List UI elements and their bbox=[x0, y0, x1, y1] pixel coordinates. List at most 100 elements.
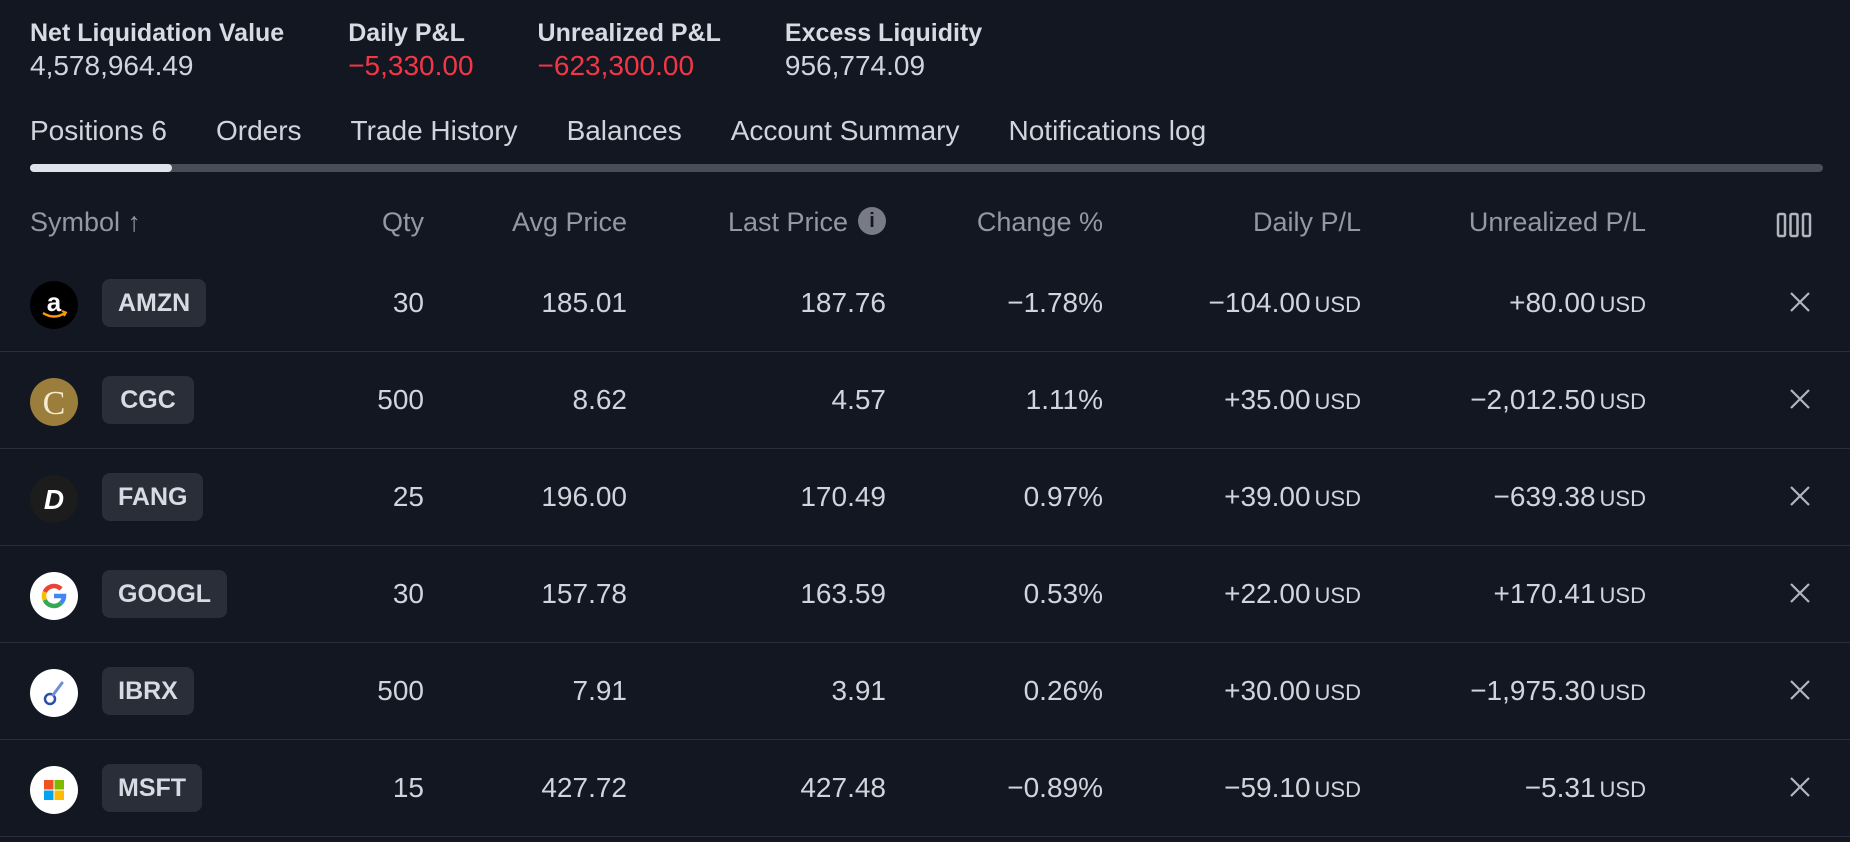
active-tab-indicator bbox=[30, 164, 172, 172]
currency-label: USD bbox=[1314, 292, 1361, 317]
symbol-badge[interactable]: MSFT bbox=[102, 764, 203, 812]
avg-price-cell: 7.91 bbox=[572, 675, 628, 706]
column-header-avg-price[interactable]: Avg Price bbox=[511, 207, 627, 237]
symbol-badge[interactable]: FANG bbox=[102, 473, 204, 521]
daily-pl-value: −59.10 bbox=[1224, 772, 1311, 803]
qty-cell: 15 bbox=[392, 772, 424, 803]
tab-scroll-track[interactable] bbox=[30, 164, 1823, 172]
canopy-growth-logo-letter: C bbox=[43, 385, 66, 422]
unrealized-pl-cell: −639.38 USD bbox=[1380, 449, 1646, 547]
tab-balances[interactable]: Balances bbox=[566, 115, 682, 146]
column-header-symbol[interactable]: Symbol ↑ bbox=[30, 207, 142, 237]
diamondback-logo-letter: D bbox=[44, 484, 64, 515]
table-row[interactable]: MSFT 15 427.72 427.48 −0.89% −59.10 USD −… bbox=[0, 740, 1850, 837]
unrealized-pl-value: +80.00 bbox=[1509, 287, 1596, 318]
table-row[interactable]: IBRX 500 7.91 3.91 0.26% +30.00 USD −1,97… bbox=[0, 643, 1850, 740]
symbol-badge[interactable]: IBRX bbox=[102, 667, 194, 715]
last-price-cell: 427.48 bbox=[800, 772, 886, 803]
daily-pl-value: +22.00 bbox=[1224, 578, 1311, 609]
avg-price-cell: 157.78 bbox=[541, 578, 627, 609]
tab-account-summary[interactable]: Account Summary bbox=[730, 115, 960, 146]
net-liquidation-label: Net Liquidation Value bbox=[30, 19, 285, 47]
unrealized-pnl-label: Unrealized P&L bbox=[537, 19, 721, 47]
qty-cell: 500 bbox=[377, 675, 424, 706]
diamondback-logo-icon: D bbox=[30, 475, 78, 523]
daily-pl-cell: +39.00 USD bbox=[1100, 449, 1361, 547]
daily-pl-value: +30.00 bbox=[1224, 675, 1311, 706]
daily-pl-cell: +30.00 USD bbox=[1100, 643, 1361, 741]
close-position-icon[interactable] bbox=[1786, 579, 1814, 607]
excess-liquidity-value: 956,774.09 bbox=[784, 50, 926, 81]
net-liquidation-value: 4,578,964.49 bbox=[30, 50, 194, 81]
close-position-icon[interactable] bbox=[1786, 676, 1814, 704]
qty-cell: 30 bbox=[392, 287, 424, 318]
symbol-badge[interactable]: CGC bbox=[102, 376, 194, 424]
daily-pl-value: +39.00 bbox=[1224, 481, 1311, 512]
qty-cell: 25 bbox=[392, 481, 424, 512]
daily-pnl-value: −5,330.00 bbox=[348, 50, 474, 81]
daily-pnl-label: Daily P&L bbox=[348, 19, 465, 47]
unrealized-pl-value: −2,012.50 bbox=[1470, 384, 1596, 415]
column-header-daily-pl[interactable]: Daily P/L bbox=[1252, 207, 1361, 237]
qty-cell: 30 bbox=[392, 578, 424, 609]
currency-label: USD bbox=[1599, 389, 1646, 414]
account-summary-bar: Net Liquidation Value 4,578,964.49 Daily… bbox=[30, 18, 1046, 84]
currency-label: USD bbox=[1314, 777, 1361, 802]
immunitybio-logo-icon bbox=[30, 669, 78, 717]
positions-table-body: a AMZN 30 185.01 187.76 −1.78% −104.00 US… bbox=[0, 255, 1850, 837]
table-row[interactable]: C CGC 500 8.62 4.57 1.11% +35.00 USD −2,0… bbox=[0, 352, 1850, 449]
google-logo-icon bbox=[30, 572, 78, 620]
unrealized-pl-value: −639.38 bbox=[1493, 481, 1596, 512]
currency-label: USD bbox=[1599, 680, 1646, 705]
unrealized-pl-cell: +170.41 USD bbox=[1380, 546, 1646, 644]
unrealized-pl-value: −5.31 bbox=[1524, 772, 1596, 803]
change-pct-cell: 0.97% bbox=[1023, 481, 1103, 512]
column-header-qty[interactable]: Qty bbox=[381, 207, 424, 237]
microsoft-logo-icon bbox=[30, 766, 78, 814]
symbol-badge[interactable]: GOOGL bbox=[102, 570, 228, 618]
last-price-cell: 3.91 bbox=[831, 675, 887, 706]
tab-orders[interactable]: Orders bbox=[215, 115, 302, 146]
daily-pl-cell: +22.00 USD bbox=[1100, 546, 1361, 644]
tab-notifications-log[interactable]: Notifications log bbox=[1008, 115, 1207, 146]
currency-label: USD bbox=[1599, 777, 1646, 802]
column-header-change-pct[interactable]: Change % bbox=[976, 207, 1103, 237]
positions-table-header: Symbol ↑ Qty Avg Price Last Price i Chang… bbox=[0, 202, 1850, 242]
symbol-badge[interactable]: AMZN bbox=[102, 279, 207, 327]
close-position-icon[interactable] bbox=[1786, 773, 1814, 801]
daily-pl-cell: −59.10 USD bbox=[1100, 740, 1361, 838]
info-icon[interactable]: i bbox=[858, 206, 886, 235]
table-row[interactable]: D FANG 25 196.00 170.49 0.97% +39.00 USD … bbox=[0, 449, 1850, 546]
table-row[interactable]: a AMZN 30 185.01 187.76 −1.78% −104.00 US… bbox=[0, 255, 1850, 352]
currency-label: USD bbox=[1599, 292, 1646, 317]
canopy-growth-logo-icon: C bbox=[30, 378, 78, 426]
excess-liquidity-stat: Excess Liquidity 956,774.09 bbox=[785, 18, 982, 84]
unrealized-pl-cell: +80.00 USD bbox=[1380, 255, 1646, 353]
currency-label: USD bbox=[1314, 486, 1361, 511]
excess-liquidity-label: Excess Liquidity bbox=[784, 19, 983, 47]
amazon-logo-icon: a bbox=[30, 281, 78, 329]
change-pct-cell: 0.53% bbox=[1023, 578, 1103, 609]
daily-pl-value: −104.00 bbox=[1208, 287, 1311, 318]
panel-tabs: Positions 6 Orders Trade History Balance… bbox=[30, 115, 1255, 147]
tab-trade-history[interactable]: Trade History bbox=[350, 115, 518, 146]
table-row[interactable]: GOOGL 30 157.78 163.59 0.53% +22.00 USD +… bbox=[0, 546, 1850, 643]
close-position-icon[interactable] bbox=[1786, 385, 1814, 413]
daily-pl-cell: −104.00 USD bbox=[1100, 255, 1361, 353]
currency-label: USD bbox=[1599, 486, 1646, 511]
avg-price-cell: 8.62 bbox=[572, 384, 628, 415]
tab-positions[interactable]: Positions 6 bbox=[30, 115, 167, 146]
last-price-cell: 163.59 bbox=[800, 578, 886, 609]
qty-cell: 500 bbox=[377, 384, 424, 415]
last-price-cell: 4.57 bbox=[831, 384, 887, 415]
last-price-cell: 187.76 bbox=[800, 287, 886, 318]
column-header-last-price[interactable]: Last Price i bbox=[620, 202, 886, 242]
close-position-icon[interactable] bbox=[1786, 288, 1814, 316]
unrealized-pl-value: −1,975.30 bbox=[1470, 675, 1596, 706]
close-position-icon[interactable] bbox=[1786, 482, 1814, 510]
column-header-unrealized-pl[interactable]: Unrealized P/L bbox=[1468, 207, 1646, 237]
net-liquidation-stat: Net Liquidation Value 4,578,964.49 bbox=[30, 18, 284, 84]
currency-label: USD bbox=[1314, 680, 1361, 705]
unrealized-pl-cell: −1,975.30 USD bbox=[1380, 643, 1646, 741]
column-settings-icon[interactable] bbox=[1776, 209, 1812, 249]
